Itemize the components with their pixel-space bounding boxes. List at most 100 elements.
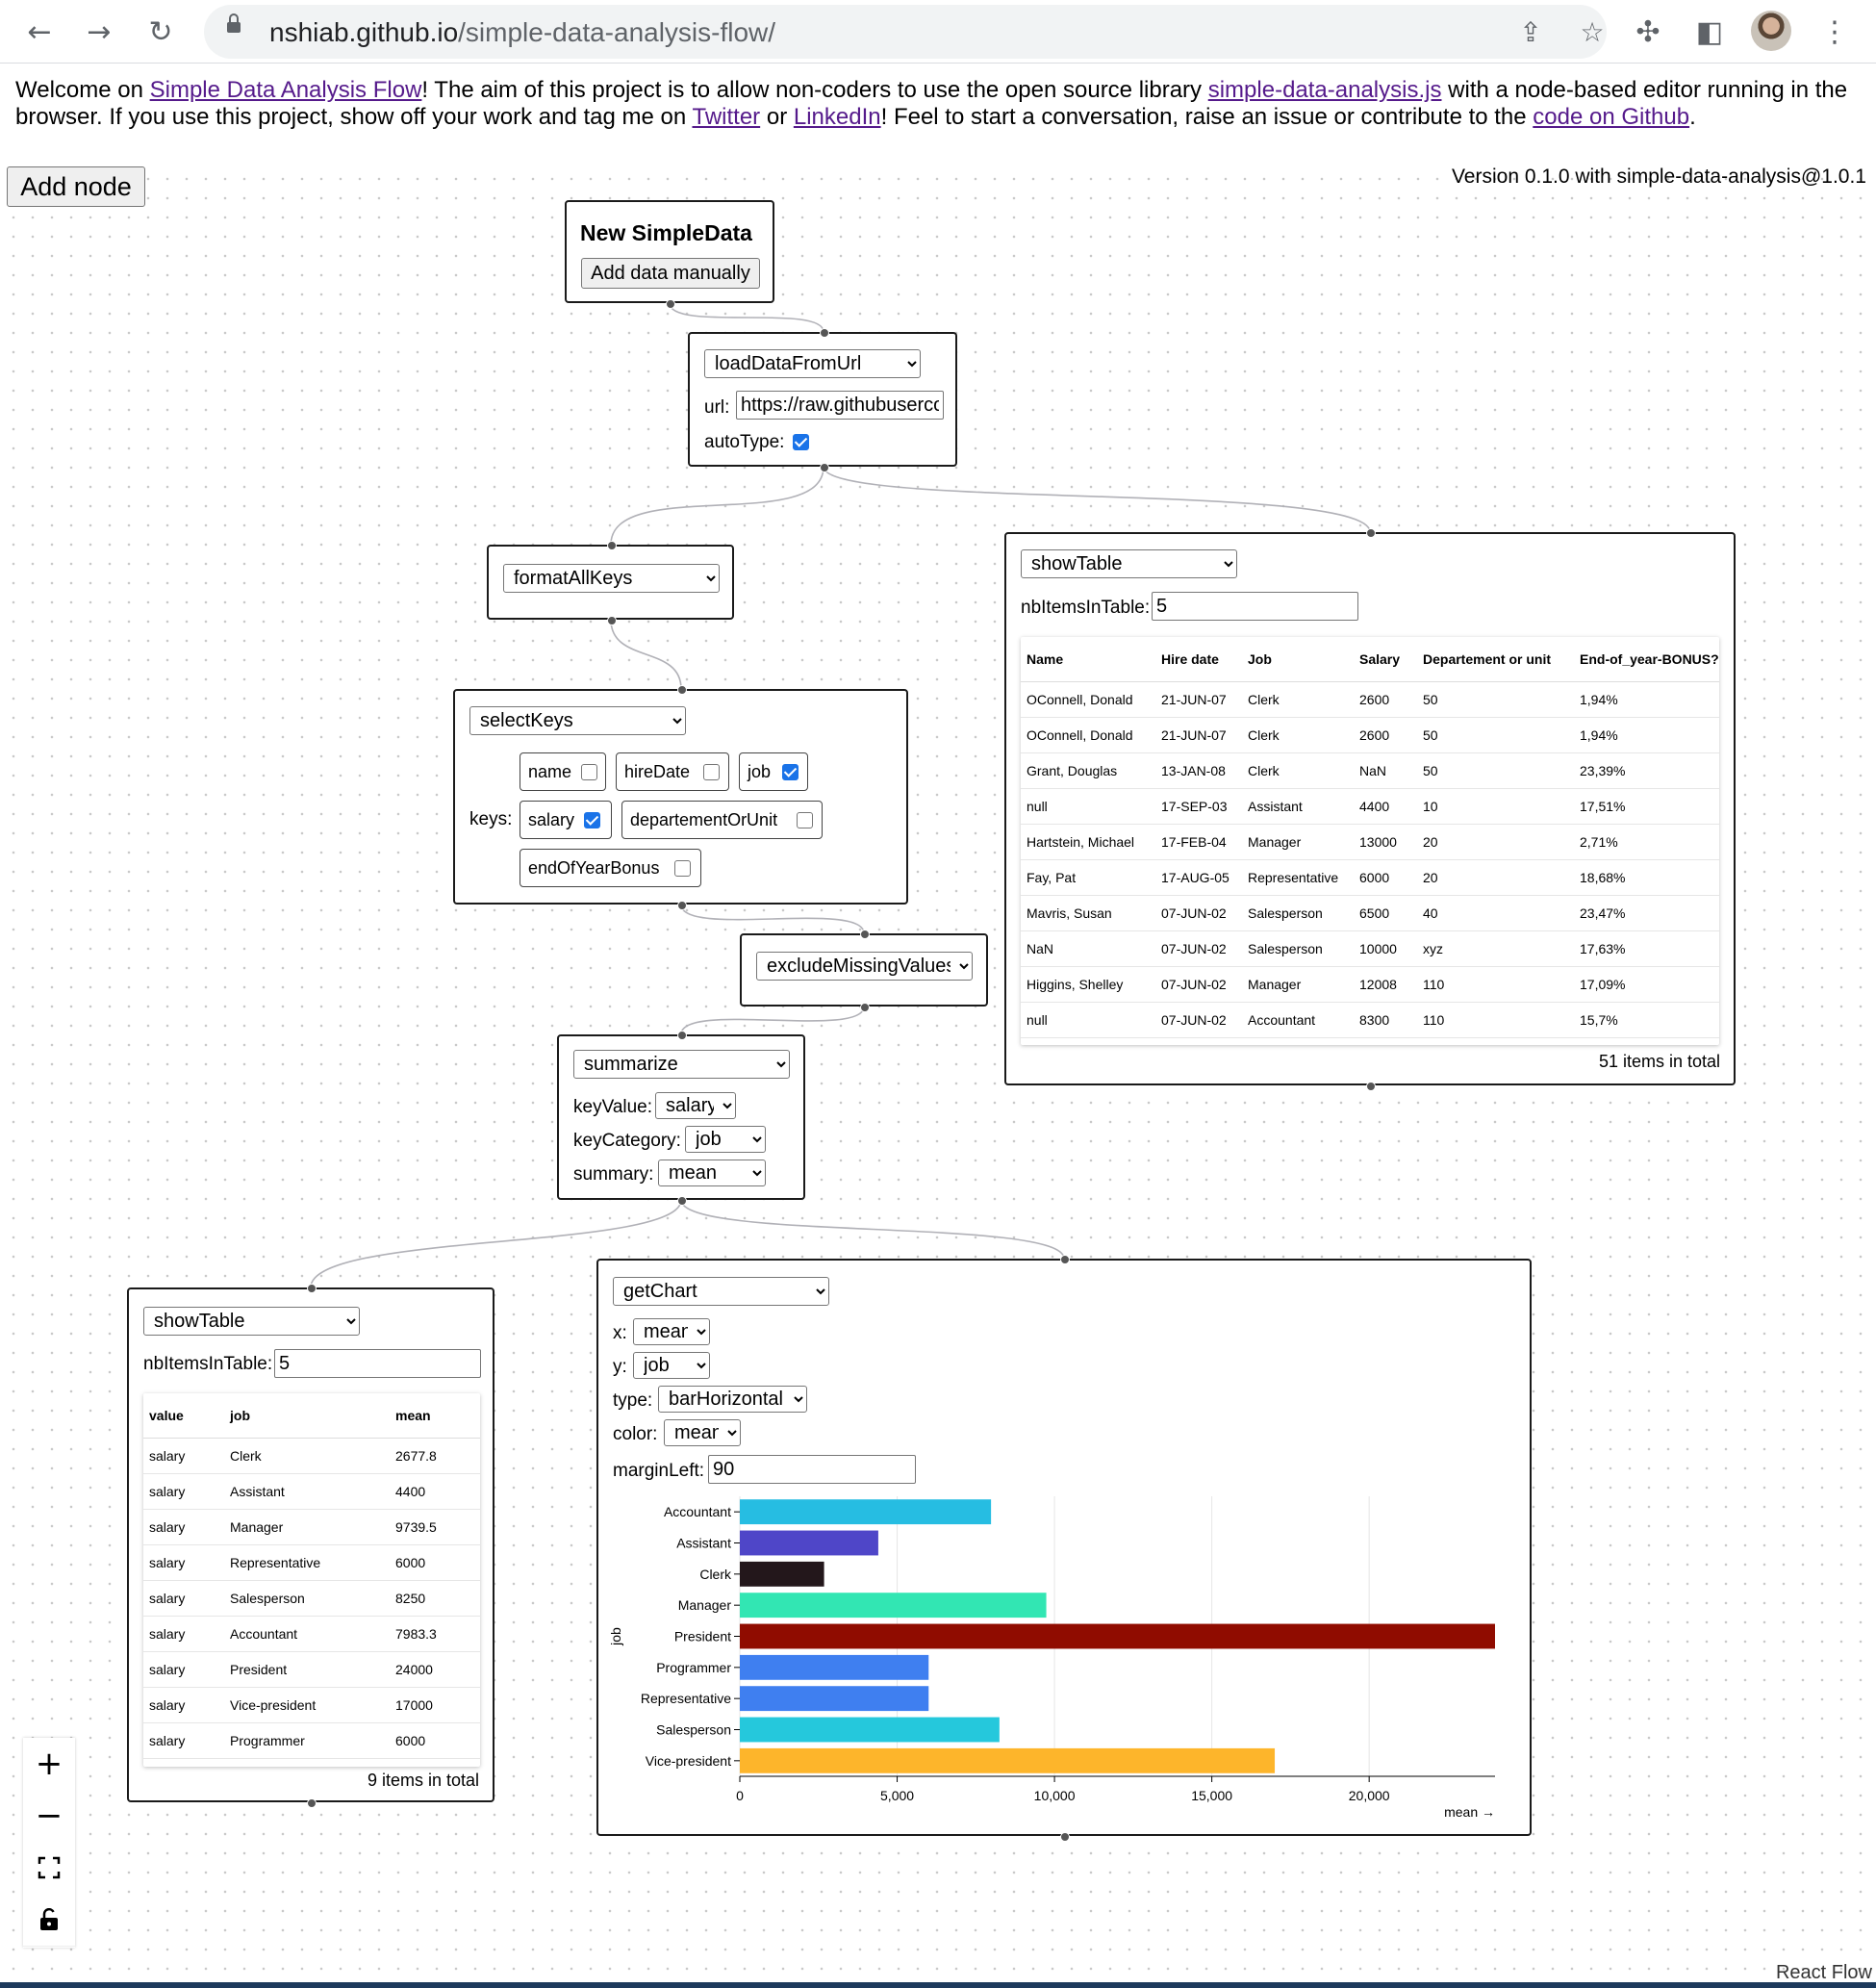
table-cell: 7983.3 (390, 1616, 480, 1652)
method-select[interactable]: getChart (613, 1277, 829, 1306)
x-select[interactable]: mean (633, 1318, 710, 1345)
node-handle[interactable] (1060, 1832, 1070, 1842)
url-text[interactable]: nshiab.github.io/simple-data-analysis-fl… (269, 17, 775, 48)
url-input[interactable] (736, 391, 944, 420)
data-table: Name Hire date Job Salary Departement or… (1021, 637, 1719, 1038)
side-panel-icon[interactable]: ◧ (1695, 14, 1724, 49)
y-tick-label: Salesperson (656, 1722, 731, 1738)
color-select[interactable]: mean (664, 1419, 741, 1446)
forward-arrow-icon[interactable]: → (87, 14, 112, 49)
nbitems-input[interactable] (274, 1349, 481, 1378)
node-show-table-raw[interactable]: showTable nbItemsInTable: Name Hire date… (1004, 532, 1736, 1085)
key-option-departementorunit[interactable]: departementOrUnit (621, 801, 823, 839)
share-icon[interactable]: ⇪ (1519, 15, 1542, 48)
link-linkedin[interactable]: LinkedIn (793, 104, 881, 130)
url-label: url: (704, 397, 730, 418)
key-checkbox[interactable] (581, 764, 597, 780)
node-exclude-missing-values[interactable]: excludeMissingValues (740, 933, 988, 1007)
key-checkbox[interactable] (797, 812, 813, 828)
menu-kebab-icon[interactable]: ⋮ (1820, 14, 1849, 49)
fit-view-icon[interactable] (23, 1842, 75, 1895)
marginleft-input[interactable] (708, 1455, 916, 1484)
keyvalue-select[interactable]: salary (655, 1092, 736, 1119)
node-get-chart[interactable]: getChart x: mean y: job type: barHorizon… (596, 1259, 1532, 1836)
method-select[interactable]: loadDataFromUrl (704, 349, 921, 378)
method-select[interactable]: formatAllKeys (503, 564, 720, 593)
node-handle[interactable] (677, 901, 687, 910)
node-handle[interactable] (607, 541, 617, 550)
key-checkbox[interactable] (782, 764, 799, 780)
node-handle[interactable] (820, 463, 829, 472)
table-cell: 12008 (1354, 966, 1417, 1003)
node-format-all-keys[interactable]: formatAllKeys (487, 545, 734, 620)
table-cell: Salesperson (1242, 895, 1354, 931)
table-cell: 2600 (1354, 717, 1417, 753)
table-cell: 10 (1417, 788, 1574, 825)
table-cell: null (1021, 788, 1155, 825)
zoom-out-icon[interactable]: − (23, 1790, 75, 1843)
profile-avatar[interactable] (1751, 11, 1791, 51)
node-handle[interactable] (307, 1284, 317, 1293)
table-cell: NaN (1354, 752, 1417, 789)
method-select[interactable]: summarize (573, 1050, 790, 1079)
node-new-simpledata[interactable]: New SimpleData Add data manually (565, 200, 774, 303)
key-option-salary[interactable]: salary (520, 801, 612, 839)
reload-icon[interactable]: ↻ (148, 14, 173, 49)
add-node-button[interactable]: Add node (7, 166, 145, 207)
key-checkbox[interactable] (703, 764, 720, 780)
link-twitter[interactable]: Twitter (692, 104, 761, 130)
node-handle[interactable] (1366, 528, 1376, 538)
node-handle[interactable] (860, 1003, 870, 1012)
key-option-endofyearbonus[interactable]: endOfYearBonus (520, 849, 701, 887)
bookmark-star-icon[interactable]: ☆ (1580, 15, 1605, 48)
table-cell: Assistant (1242, 788, 1354, 825)
link-library[interactable]: simple-data-analysis.js (1207, 77, 1442, 103)
link-code-github[interactable]: code on Github (1533, 104, 1690, 130)
node-show-table-summary[interactable]: showTable nbItemsInTable: value job mean… (127, 1287, 494, 1802)
link-simple-data-analysis-flow[interactable]: Simple Data Analysis Flow (149, 77, 422, 103)
autotype-checkbox[interactable] (793, 434, 809, 450)
back-arrow-icon[interactable]: ← (27, 14, 52, 49)
key-label: name (528, 762, 572, 781)
type-select[interactable]: barHorizontal (658, 1386, 807, 1413)
table-cell: Representative (224, 1544, 390, 1581)
method-select[interactable]: showTable (1021, 549, 1237, 578)
node-handle[interactable] (1366, 1082, 1376, 1091)
table-cell: 15,7% (1574, 1002, 1719, 1038)
node-handle[interactable] (307, 1798, 317, 1808)
x-tick-label: 20,000 (1349, 1788, 1390, 1803)
column-header: Hire date (1155, 637, 1242, 682)
intro-text: ! The aim of this project is to allow no… (421, 77, 1208, 103)
node-handle[interactable] (677, 685, 687, 695)
node-handle[interactable] (820, 328, 829, 338)
extensions-puzzle-icon[interactable]: ✣ (1635, 14, 1661, 49)
method-select[interactable]: excludeMissingValues (756, 952, 973, 981)
key-option-hiredate[interactable]: hireDate (616, 752, 729, 791)
table-cell: 21-JUN-07 (1155, 717, 1242, 753)
node-handle[interactable] (677, 1031, 687, 1040)
node-handle[interactable] (666, 299, 675, 309)
summary-select[interactable]: mean (658, 1160, 766, 1186)
react-flow-attribution[interactable]: React Flow (1775, 1962, 1872, 1983)
add-data-manually-button[interactable]: Add data manually (581, 258, 760, 289)
method-select[interactable]: showTable (143, 1307, 360, 1336)
table-cell: 50 (1417, 717, 1574, 753)
y-select[interactable]: job (633, 1352, 710, 1379)
nbitems-input[interactable] (1152, 592, 1358, 621)
node-handle[interactable] (1060, 1255, 1070, 1264)
key-checkbox[interactable] (674, 860, 691, 877)
node-select-keys[interactable]: selectKeys keys: name hireDate job salar… (453, 689, 908, 905)
lock-toggle-icon[interactable] (23, 1894, 75, 1947)
zoom-in-icon[interactable]: + (23, 1738, 75, 1791)
node-handle[interactable] (677, 1196, 687, 1206)
node-handle[interactable] (860, 930, 870, 939)
key-option-name[interactable]: name (520, 752, 606, 791)
keycategory-select[interactable]: job (685, 1126, 766, 1153)
key-option-job[interactable]: job (739, 752, 808, 791)
method-select[interactable]: selectKeys (469, 706, 686, 735)
node-handle[interactable] (607, 616, 617, 625)
address-bar[interactable]: nshiab.github.io/simple-data-analysis-fl… (204, 5, 1607, 59)
node-summarize[interactable]: summarize keyValue: salary keyCategory: … (557, 1034, 805, 1200)
node-load-data-from-url[interactable]: loadDataFromUrl url: autoType: (688, 332, 957, 467)
key-checkbox[interactable] (584, 812, 600, 828)
